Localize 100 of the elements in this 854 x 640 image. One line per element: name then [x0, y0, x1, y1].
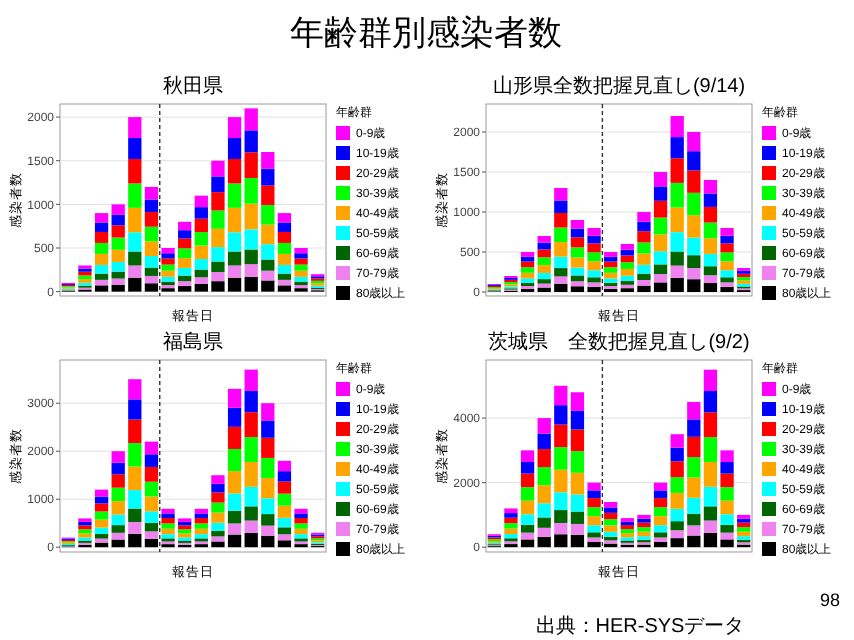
- bar: [587, 516, 601, 526]
- bar: [637, 231, 651, 243]
- bar: [277, 242, 292, 254]
- bar: [94, 273, 109, 280]
- bar: [620, 268, 634, 276]
- bar: [294, 248, 308, 254]
- bar: [211, 502, 225, 513]
- bar: [570, 494, 585, 512]
- bar: [111, 204, 125, 215]
- bar: [703, 253, 718, 267]
- bar: [653, 264, 668, 274]
- bar: [294, 528, 308, 535]
- bar: [178, 258, 192, 268]
- bar: [720, 500, 734, 515]
- bar: [211, 176, 225, 193]
- bar: [554, 276, 568, 284]
- bar: [178, 230, 192, 239]
- bar: [194, 195, 208, 208]
- bar: [244, 369, 258, 391]
- bar: [294, 518, 308, 524]
- bar: [227, 407, 242, 427]
- source-note: 出典：HER-SYSデータ: [535, 614, 745, 638]
- bar: [520, 256, 535, 262]
- bar: [537, 449, 551, 468]
- bar: [520, 524, 535, 533]
- bar: [277, 213, 292, 223]
- bar: [261, 403, 275, 421]
- bar: [111, 451, 125, 463]
- bar: [277, 253, 292, 265]
- bar: [637, 221, 651, 232]
- bar: [144, 186, 159, 200]
- bar: [587, 525, 601, 533]
- bar: [128, 232, 142, 252]
- bar: [144, 226, 159, 242]
- bar: [128, 490, 142, 509]
- bar: [111, 271, 125, 279]
- bar: [554, 268, 568, 277]
- bar: [670, 434, 684, 448]
- bar: [161, 518, 175, 524]
- bar: [144, 454, 159, 467]
- bar: [687, 436, 701, 458]
- bar: [144, 256, 159, 268]
- bar: [161, 248, 175, 254]
- bar: [653, 234, 668, 252]
- bar: [111, 487, 125, 502]
- bar: [111, 462, 125, 475]
- bar: [554, 385, 568, 406]
- bar: [211, 210, 225, 229]
- bar: [128, 158, 142, 184]
- bar: [703, 520, 718, 533]
- bar: [570, 523, 585, 535]
- bar: [554, 188, 568, 201]
- bar: [94, 527, 109, 534]
- bar: [211, 492, 225, 503]
- bar: [227, 493, 242, 511]
- bar: [94, 222, 109, 232]
- chart-title: 秋田県: [163, 74, 223, 98]
- bar: [537, 433, 551, 450]
- bar: [261, 420, 275, 438]
- bar: [554, 242, 568, 257]
- bar: [537, 236, 551, 243]
- bar: [520, 461, 535, 474]
- bar: [570, 429, 585, 452]
- bar: [703, 238, 718, 254]
- bar: [604, 525, 618, 532]
- bar: [653, 251, 668, 265]
- bar: [277, 273, 292, 280]
- bar: [554, 256, 568, 269]
- bar: [537, 257, 551, 266]
- bar: [111, 214, 125, 226]
- bar: [111, 225, 125, 238]
- bar: [504, 533, 518, 539]
- bar: [277, 481, 292, 494]
- bar: [620, 244, 634, 250]
- bar: [211, 512, 225, 523]
- bar: [144, 496, 159, 512]
- bar: [144, 199, 159, 213]
- bar: [111, 501, 125, 515]
- bar: [587, 507, 601, 517]
- bar: [144, 511, 159, 523]
- bar: [178, 238, 192, 249]
- bar: [703, 180, 718, 194]
- bar: [520, 514, 535, 525]
- bar: [620, 262, 634, 269]
- bar: [720, 243, 734, 253]
- bar: [111, 474, 125, 488]
- bar: [720, 235, 734, 244]
- bar: [504, 523, 518, 529]
- bar: [211, 530, 225, 537]
- bar: [161, 276, 175, 282]
- bar: [604, 501, 618, 508]
- bar: [111, 525, 125, 533]
- bar: [604, 256, 618, 262]
- bar: [587, 532, 601, 538]
- bar: [144, 531, 159, 539]
- bar: [277, 517, 292, 528]
- bar: [94, 213, 109, 223]
- bar: [570, 410, 585, 430]
- bar: [294, 264, 308, 271]
- bar: [261, 185, 275, 206]
